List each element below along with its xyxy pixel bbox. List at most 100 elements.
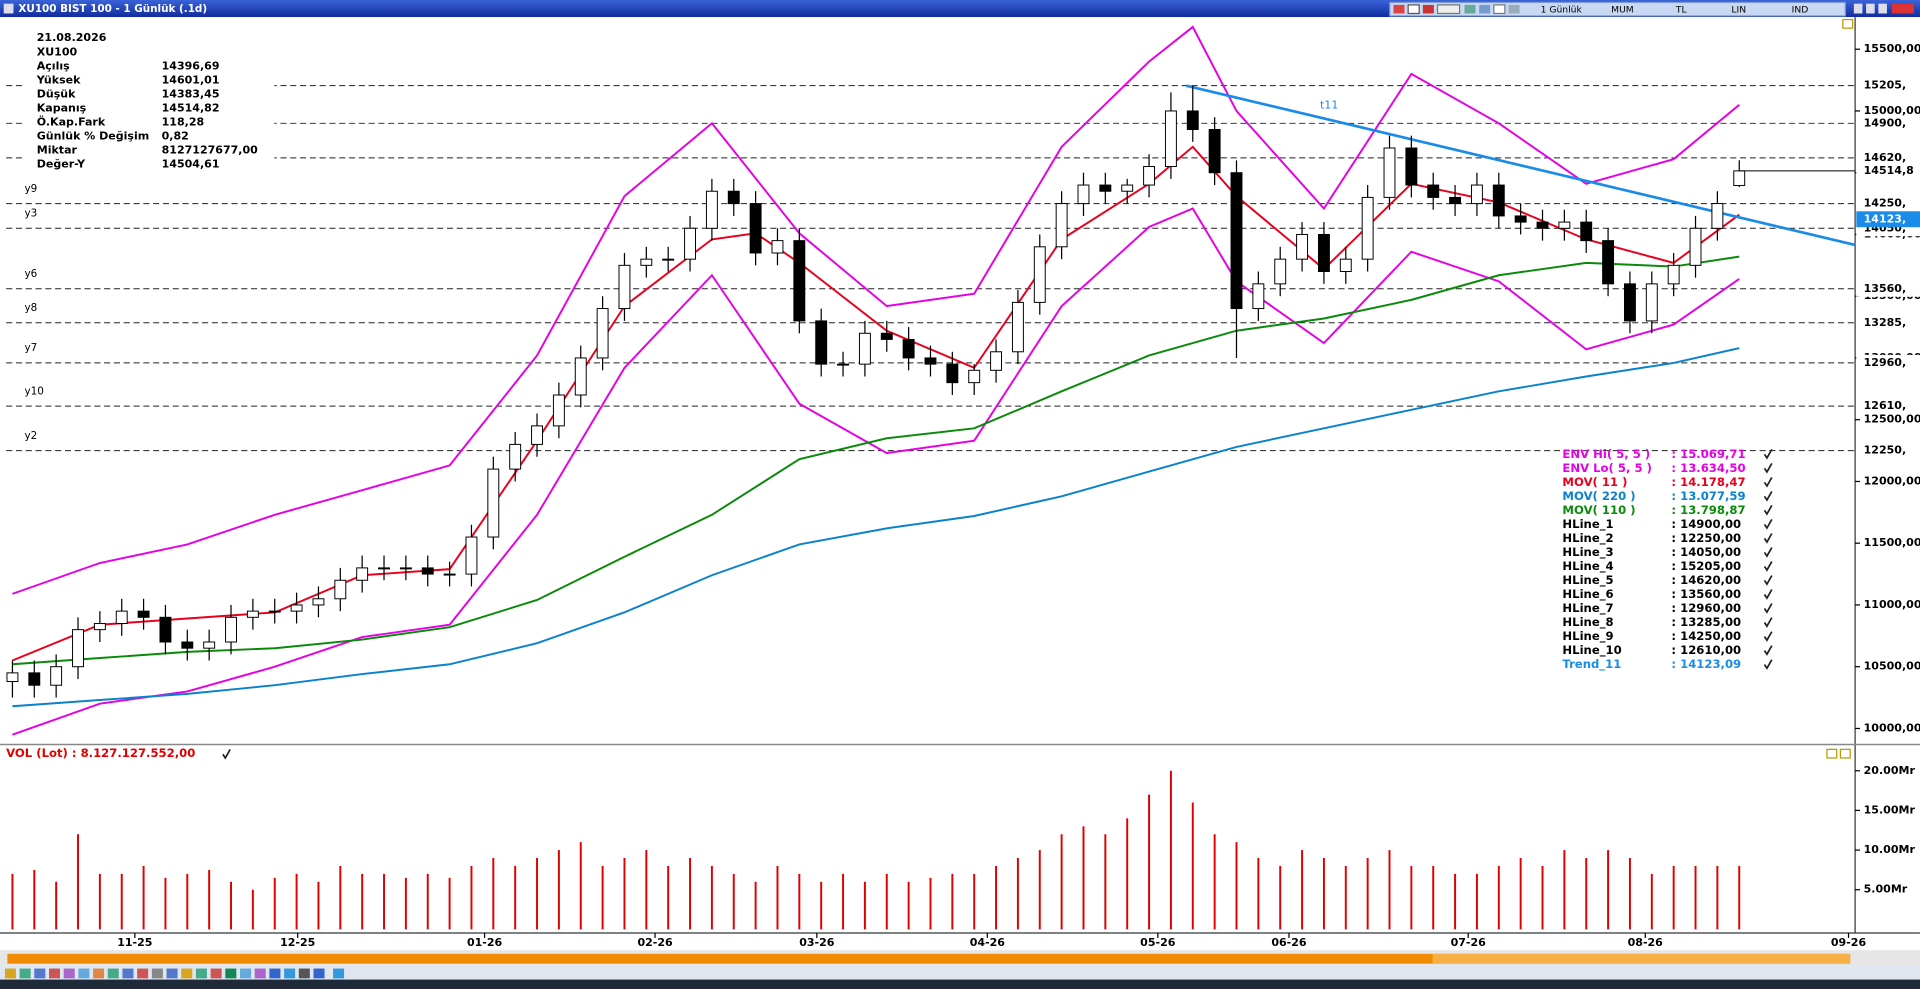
candle-body [181, 641, 194, 649]
volume-bar [995, 865, 998, 930]
x-tick-label: 04-26 [970, 936, 1006, 949]
candle-body [28, 672, 41, 686]
legend-value: : 14050,00 [1671, 545, 1741, 559]
legend-name: HLine_10 [1562, 643, 1621, 658]
tool-icon[interactable] [93, 968, 105, 979]
volume-bar [1082, 826, 1085, 930]
tool-icon[interactable] [63, 968, 75, 979]
tool-icon[interactable] [1464, 4, 1476, 14]
info-box: 21.08.2026 XU100 Açılış 14396,69 Yüksek 146… [22, 26, 275, 174]
volume-bar [863, 881, 866, 930]
check-icon [1763, 631, 1773, 642]
toolbar-label: LIN [1731, 4, 1746, 15]
tool-icon[interactable] [137, 968, 149, 979]
legend-name: HLine_5 [1562, 573, 1613, 588]
legend-value: : 12250,00 [1671, 531, 1741, 545]
scrollbar-thumb[interactable] [7, 953, 1851, 964]
tool-icon[interactable] [1508, 4, 1520, 14]
price-panel: 10000,00 10500,00 11000,00 11500,00 12000,00… [6, 25, 1920, 736]
tool-icon[interactable] [122, 968, 134, 979]
tool-icon[interactable] [1422, 4, 1434, 14]
panel-button[interactable] [1842, 18, 1854, 29]
volume-bar [1585, 858, 1588, 930]
tool-icon[interactable] [107, 968, 119, 979]
candle-body [1580, 221, 1593, 242]
x-tick-label: 09-26 [1831, 936, 1867, 949]
axis-labels: 14900,12250,14050,15205,14620,13560,1296… [1739, 77, 1920, 459]
volume-bar [929, 877, 932, 930]
tool-icon[interactable] [48, 968, 61, 979]
volume-bar [186, 873, 189, 930]
close-button[interactable] [1891, 3, 1914, 14]
tool-icon[interactable] [284, 968, 296, 979]
candle-body [1077, 184, 1090, 205]
volume-bar [251, 889, 254, 930]
tool-icon[interactable] [240, 968, 252, 979]
tool-icon[interactable] [195, 968, 207, 979]
candle-body [1274, 258, 1287, 285]
tool-icon[interactable] [298, 968, 310, 979]
tool-icon[interactable] [333, 968, 345, 979]
minimize-button[interactable] [1853, 3, 1863, 14]
panel-button[interactable] [1826, 748, 1838, 759]
hline-axis-label: 14900, [1864, 116, 1907, 129]
tool-icon[interactable] [1479, 4, 1491, 14]
legend-value: : 13.634,50 [1671, 461, 1745, 475]
tool-icon[interactable] [34, 968, 46, 979]
legend-value: : 13.798,87 [1671, 503, 1745, 517]
bottom-toolbar-icons [4, 968, 345, 979]
x-tick-label: 05-26 [1140, 936, 1176, 949]
hline-axis-label: 14620, [1864, 151, 1907, 164]
volume-bar [710, 865, 713, 930]
volume-bar [448, 877, 451, 930]
hline-axis-label: 12610, [1864, 399, 1907, 412]
tool-icon[interactable] [1493, 4, 1506, 15]
tool-icon[interactable] [19, 968, 31, 979]
tool-icon[interactable] [4, 968, 16, 979]
candle-body [1230, 172, 1243, 310]
candle-body [6, 672, 19, 683]
candle-body [399, 567, 412, 570]
volume-bar [842, 873, 845, 930]
volume-bar [1235, 842, 1238, 930]
y-tick-label: 11500,00 [1864, 536, 1920, 549]
hline-axis-label: 13285, [1864, 316, 1907, 329]
y-tick-label: 15000,00 [1864, 104, 1920, 117]
indicator-line [12, 347, 1740, 708]
tool-icon[interactable] [1393, 4, 1405, 14]
tool-icon[interactable] [1436, 4, 1461, 15]
legend-value: : 14250,00 [1671, 629, 1741, 643]
candle-body [815, 320, 828, 365]
tool-icon[interactable] [225, 968, 237, 979]
tool-icon[interactable] [254, 968, 266, 979]
candle-body [1492, 184, 1505, 217]
tool-icon[interactable] [210, 968, 222, 979]
tool-icon[interactable] [166, 968, 178, 979]
hline-axis-label-box [1856, 77, 1920, 94]
tool-icon[interactable] [151, 968, 163, 979]
legend-name: HLine_8 [1562, 615, 1613, 630]
y-tick-label: 12000,00 [1864, 474, 1920, 487]
candle-body [50, 666, 63, 686]
candle-body [574, 357, 587, 396]
volume-bar [426, 873, 429, 930]
legend-value: : 14123,09 [1671, 657, 1741, 671]
candle-body [268, 610, 281, 613]
volume-bar [623, 858, 626, 930]
tool-icon[interactable] [78, 968, 90, 979]
y-tick-label: 11000,00 [1864, 598, 1920, 611]
maximize-button[interactable] [1866, 3, 1875, 14]
candle-body [465, 536, 478, 575]
trend-tag: t11 [1320, 98, 1338, 111]
candle-body [749, 203, 762, 254]
scrollbar-view[interactable] [1432, 953, 1851, 964]
panel-button[interactable] [1839, 748, 1851, 759]
candle-body [531, 425, 543, 445]
candle-body [1317, 233, 1330, 272]
restore-button[interactable] [1878, 3, 1887, 14]
tool-icon[interactable] [313, 968, 325, 979]
tool-icon[interactable] [1407, 4, 1420, 15]
check-icon [1763, 448, 1773, 460]
tool-icon[interactable] [269, 968, 281, 979]
tool-icon[interactable] [181, 968, 193, 979]
